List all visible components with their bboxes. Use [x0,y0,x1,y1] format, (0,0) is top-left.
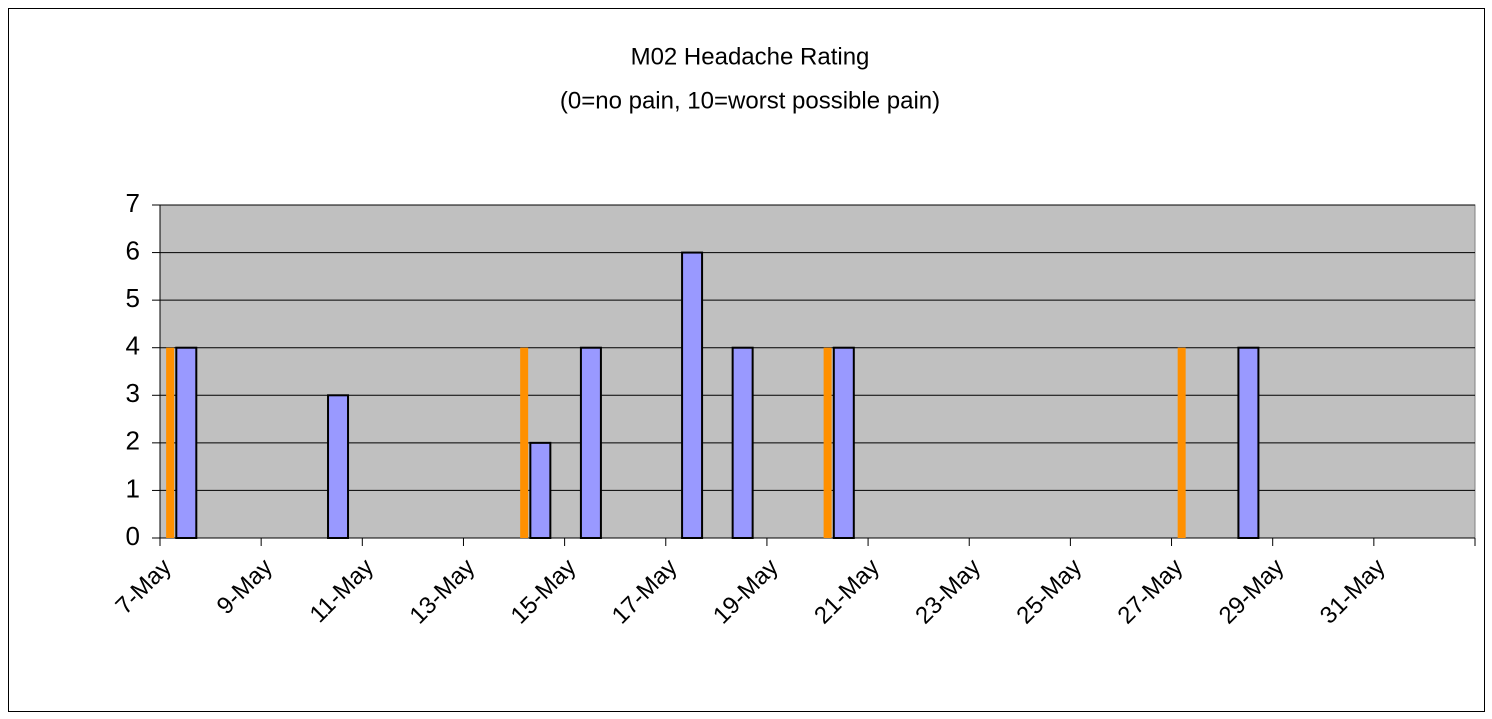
bar [520,347,529,538]
chart-title: M02 Headache Rating [631,43,870,70]
bar [823,347,832,538]
y-tick-label: 4 [126,331,140,361]
y-tick-label: 2 [126,426,140,456]
y-tick-label: 1 [126,473,140,503]
bar [579,346,602,540]
bar [175,346,198,540]
y-tick-label: 3 [126,378,140,408]
bar [731,346,754,540]
y-tick-label: 7 [126,188,140,218]
bar [681,251,704,539]
bar [1237,346,1260,540]
bar [1177,347,1186,538]
plot-area [159,204,1476,539]
bar [529,441,552,540]
bar [327,394,350,539]
bar [166,347,175,538]
chart-subtitle: (0=no pain, 10=worst possible pain) [560,87,940,114]
y-tick-label: 5 [126,283,140,313]
y-tick-label: 6 [126,235,140,265]
y-tick-label: 0 [126,521,140,551]
bar [832,346,855,540]
